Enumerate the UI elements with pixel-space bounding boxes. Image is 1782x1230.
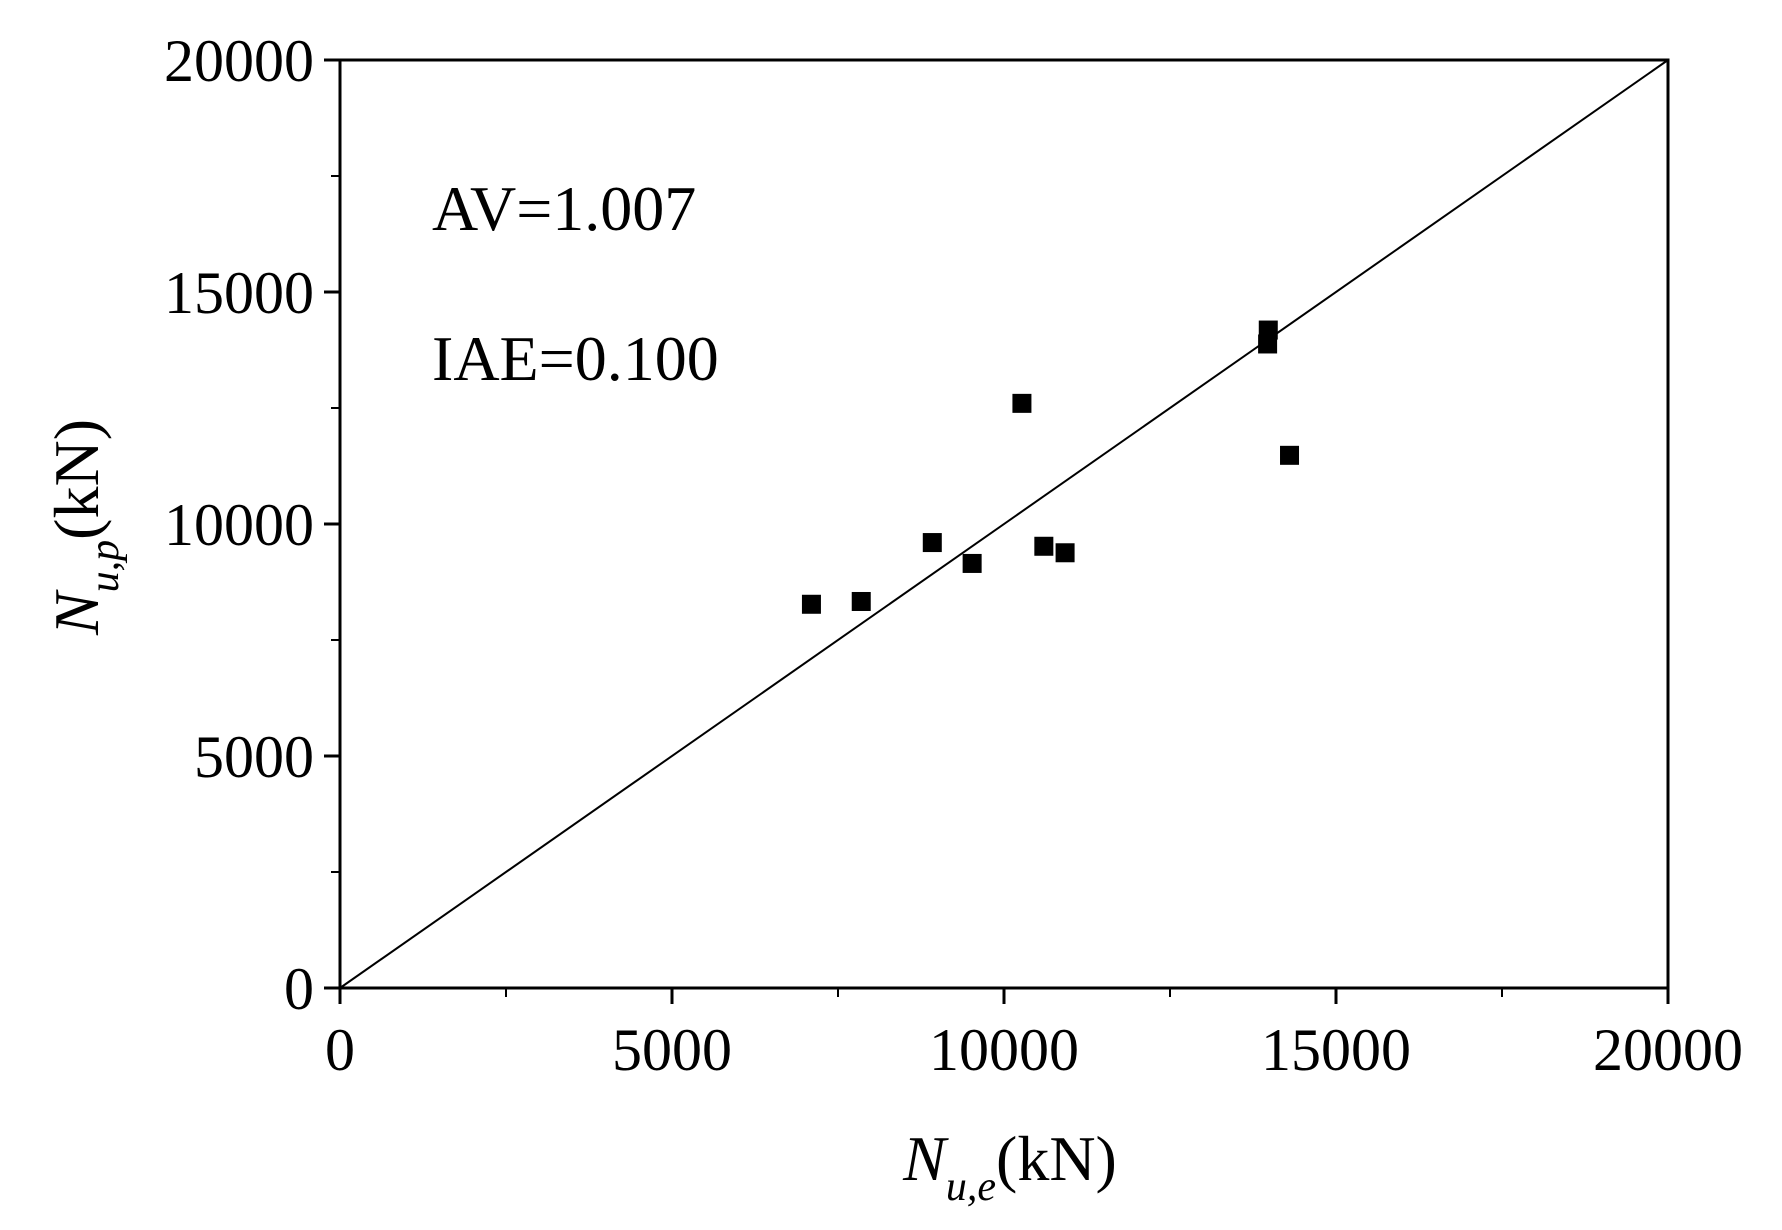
axis-tick-labels: 0 5000 10000 15000 20000 0 5000 10000 15000 20000 xyxy=(164,28,1743,1083)
y-axis-unit: (kN) xyxy=(41,419,112,540)
y-tick-label: 10000 xyxy=(164,492,314,558)
data-point xyxy=(1055,543,1075,563)
data-point xyxy=(801,594,821,614)
annotation-av: AV=1.007 xyxy=(432,173,696,244)
y-tick-label: 5000 xyxy=(194,724,314,790)
x-tick-label: 5000 xyxy=(612,1017,732,1083)
y-axis-symbol: N xyxy=(41,589,112,636)
annotation-iae: IAE=0.100 xyxy=(432,323,719,394)
data-point xyxy=(1034,536,1054,556)
plot-area: 0 5000 10000 15000 20000 0 5000 10000 15000 20000 xyxy=(164,28,1743,1083)
y-tick-label: 20000 xyxy=(164,28,314,94)
x-axis-unit: (kN) xyxy=(996,1123,1117,1194)
y-axis-title: Nu,p(kN) xyxy=(41,419,128,636)
y-axis-subscript: u,p xyxy=(82,540,128,593)
axis-ticks xyxy=(324,58,1670,1004)
y-tick-label: 15000 xyxy=(164,260,314,326)
data-point xyxy=(1280,445,1300,465)
data-point xyxy=(1258,334,1278,354)
data-points xyxy=(801,320,1300,614)
data-point xyxy=(851,591,871,611)
reference-line-y-equals-x xyxy=(339,59,1669,989)
data-point xyxy=(962,553,982,573)
x-axis-subscript: u,e xyxy=(946,1164,996,1210)
x-tick-label: 10000 xyxy=(929,1017,1079,1083)
x-tick-label: 15000 xyxy=(1261,1017,1411,1083)
x-axis-title: Nu,e(kN) xyxy=(902,1123,1117,1210)
data-point xyxy=(922,533,942,553)
y-tick-label: 0 xyxy=(284,956,314,1022)
x-tick-label: 0 xyxy=(325,1017,355,1083)
x-axis-symbol: N xyxy=(902,1123,949,1194)
data-point xyxy=(1012,393,1032,413)
x-tick-label: 20000 xyxy=(1593,1017,1743,1083)
